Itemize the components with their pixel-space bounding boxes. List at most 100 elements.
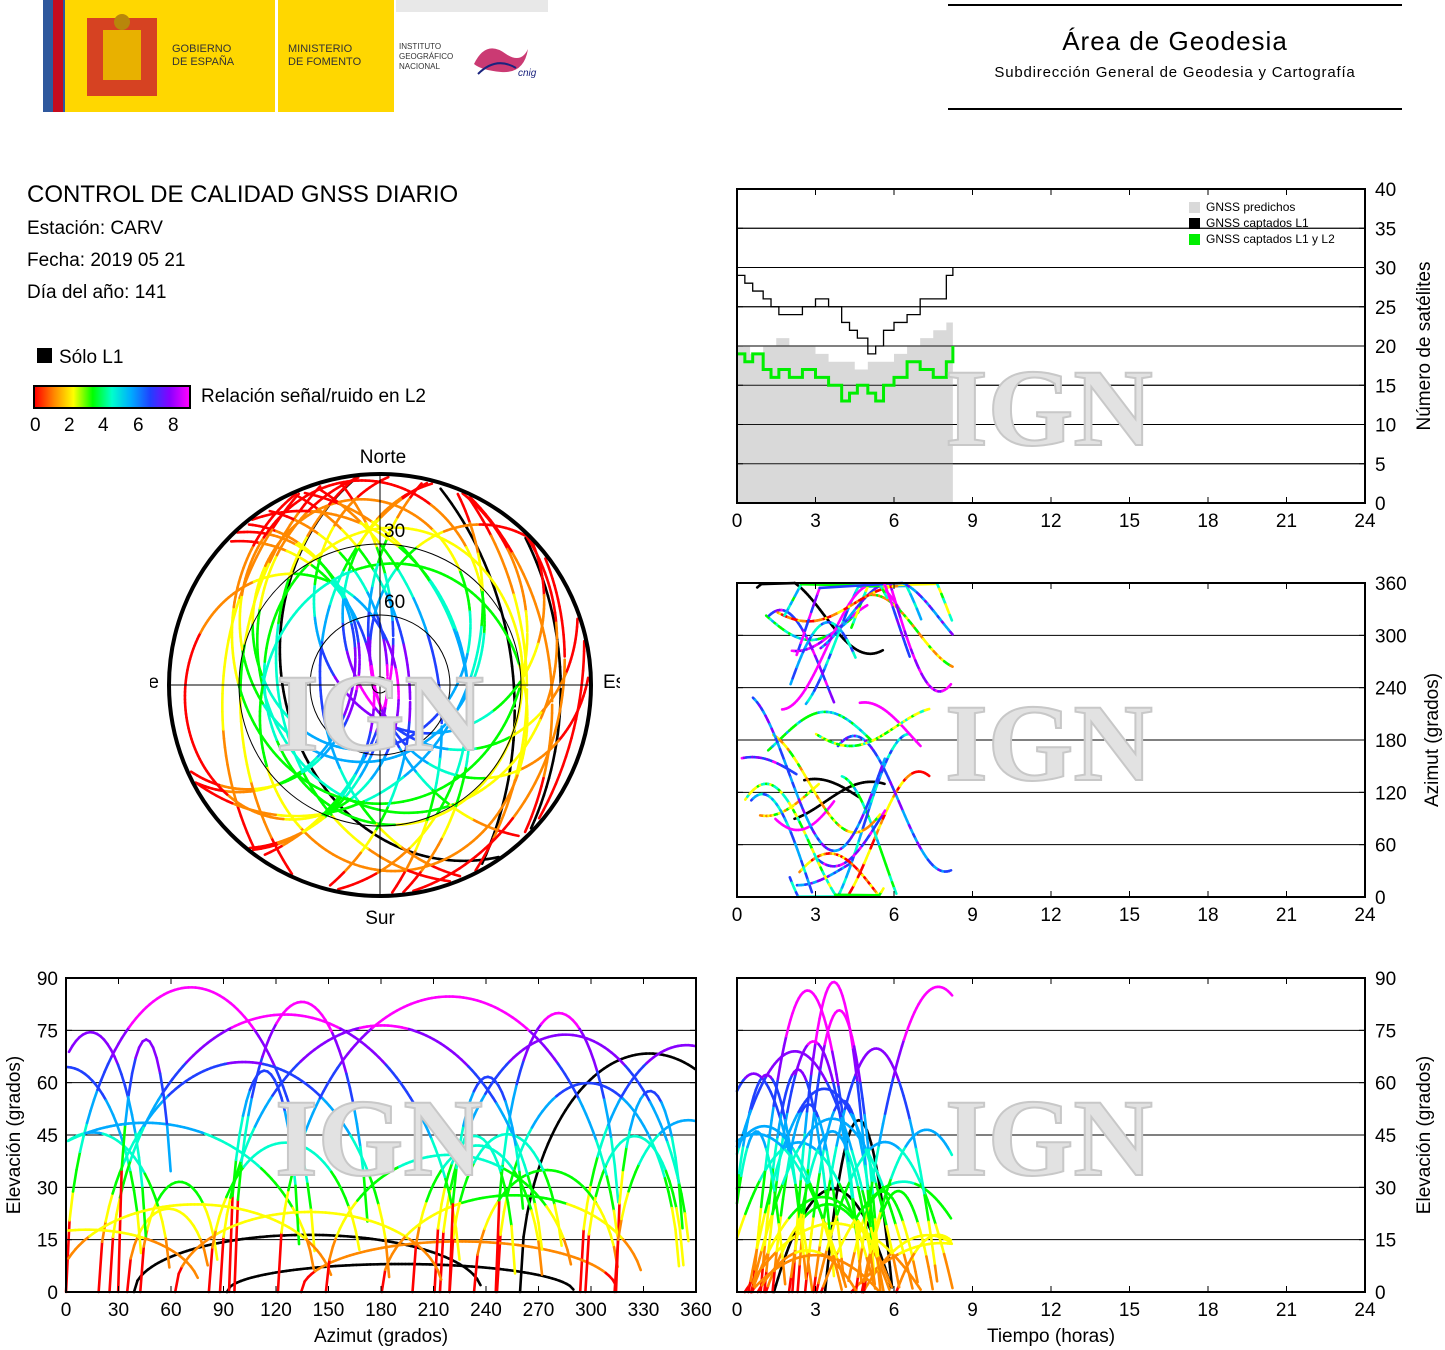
skyplot-track xyxy=(439,741,443,753)
cnig-swirl-icon xyxy=(474,48,528,75)
skyplot-track xyxy=(247,564,254,575)
azimuth-time-track xyxy=(830,800,836,806)
azt-ytick-label: 240 xyxy=(1375,679,1407,700)
skyplot-track xyxy=(472,503,480,514)
skyplot-track xyxy=(412,597,419,607)
skyplot-track xyxy=(483,846,491,857)
skyplot-track xyxy=(251,556,258,567)
skyplot-track xyxy=(405,583,412,593)
skyplot-track xyxy=(494,816,501,829)
skyplot-track xyxy=(546,650,551,662)
skyplot-track xyxy=(505,796,512,808)
skyplot-track xyxy=(223,745,228,758)
skyplot-track xyxy=(221,719,225,731)
azimuth-time-track xyxy=(949,630,954,636)
skyplot-track xyxy=(551,611,556,624)
skyplot-track xyxy=(511,739,515,752)
skyplot-track xyxy=(281,858,289,869)
azt-xtick-label: 18 xyxy=(1197,905,1218,926)
skyplot-track xyxy=(224,648,229,660)
azimuth-time-track xyxy=(883,592,889,600)
skyplot-track xyxy=(284,523,292,534)
skyplot-track xyxy=(531,552,538,564)
skyplot-chart: Norte Sur Este Oeste 30 60 IGN xyxy=(150,447,620,929)
azimuth-time-track xyxy=(925,707,931,711)
skyplot-track xyxy=(427,482,434,487)
azimuth-time-track xyxy=(881,757,887,766)
skyplot-track xyxy=(518,620,524,632)
skyplot-track xyxy=(221,674,225,687)
skyplot-east: Este xyxy=(603,672,620,693)
ministerio-logo: MINISTERIO DE FOMENTO xyxy=(278,0,394,112)
skyplot-track xyxy=(535,792,541,804)
count-watermark: IGN xyxy=(945,347,1153,469)
azimuth-time-track xyxy=(818,582,886,590)
skyplot-track xyxy=(551,750,557,763)
skyplot-track xyxy=(239,814,246,826)
elevation-azimuth-track xyxy=(543,1142,550,1154)
skyplot-track xyxy=(539,794,546,806)
skyplot-track xyxy=(437,681,441,692)
legend-swatch-l1l2 xyxy=(1189,234,1200,245)
skyplot-track xyxy=(246,617,252,629)
skyplot-track xyxy=(255,584,262,595)
azimuth-time-track xyxy=(881,809,887,816)
azimuth-time-track xyxy=(792,771,798,776)
skyplot-track xyxy=(517,611,522,623)
skyplot-track xyxy=(419,828,426,839)
elevation-azimuth-track xyxy=(522,1213,529,1239)
skyplot-track xyxy=(548,603,554,615)
azt-ytick-label: 120 xyxy=(1375,783,1407,804)
azt-xtick-label: 12 xyxy=(1040,905,1061,926)
skyplot-track xyxy=(534,603,540,614)
skyplot-track xyxy=(421,619,427,630)
azimuth-time-track xyxy=(876,813,882,819)
skyplot-track xyxy=(493,542,501,554)
skyplot-track xyxy=(286,865,294,876)
skyplot-tracks xyxy=(183,475,590,894)
elevation-azimuth-track xyxy=(550,1127,557,1138)
flag-red-stripe xyxy=(53,0,63,112)
skyplot-track xyxy=(564,746,571,759)
azimuth-time-track xyxy=(917,612,923,621)
skyplot-track xyxy=(275,538,283,549)
skyplot-track xyxy=(251,847,259,852)
skyplot-track xyxy=(450,502,459,514)
skyplot-track xyxy=(438,689,442,700)
series-l1l2-line xyxy=(737,346,955,403)
skyplot-track xyxy=(245,831,252,842)
skyplot-track xyxy=(504,567,510,579)
snr-tick-6: 6 xyxy=(133,415,144,436)
snr-tick-4: 4 xyxy=(98,415,109,436)
skyplot-track xyxy=(253,592,259,604)
skyplot-track xyxy=(494,525,502,535)
skyplot-track xyxy=(557,647,561,660)
skyplot-track xyxy=(546,594,552,606)
count-ytick-label: 5 xyxy=(1375,455,1386,476)
azimuth-time-track xyxy=(863,603,869,608)
skyplot-track xyxy=(222,737,227,749)
skyplot-track xyxy=(546,791,554,803)
l1-only-label: Sólo L1 xyxy=(59,347,124,368)
skyplot-track xyxy=(415,604,422,615)
skyplot-track xyxy=(510,584,516,596)
skyplot-track xyxy=(254,796,260,808)
skyplot-track xyxy=(514,602,520,614)
skyplot-track xyxy=(543,760,549,772)
skyplot-south: Sur xyxy=(365,908,395,929)
snr-colorbar xyxy=(33,385,191,409)
skyplot-track xyxy=(515,558,522,569)
ign-text-3: NACIONAL xyxy=(399,62,440,71)
skyplot-track xyxy=(221,728,226,740)
azimuth-time-track xyxy=(917,742,922,748)
skyplot-watermark: IGN xyxy=(276,652,484,774)
skyplot-track xyxy=(498,531,506,541)
count-xtick-label: 3 xyxy=(810,511,821,532)
count-ytick-label: 10 xyxy=(1375,416,1396,437)
min-text-1: MINISTERIO xyxy=(288,43,353,55)
skyplot-track xyxy=(500,558,507,571)
skyplot-track xyxy=(247,771,253,783)
skyplot-track xyxy=(542,768,547,780)
skyplot-track xyxy=(544,642,549,654)
